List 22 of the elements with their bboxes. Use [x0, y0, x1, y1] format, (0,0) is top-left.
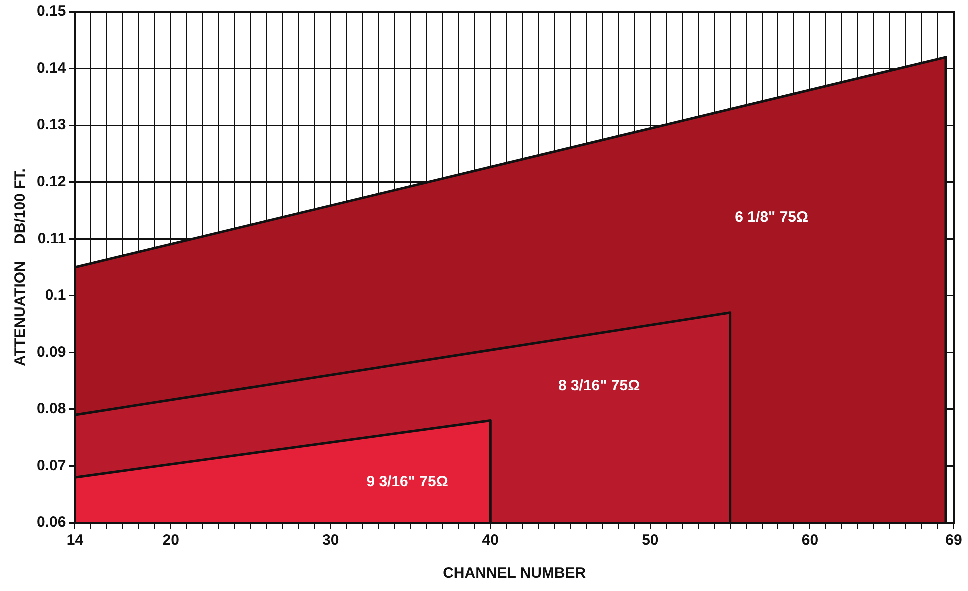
series-label: 8 3/16" 75Ω [558, 378, 640, 395]
y-tick-label: 0.09 [36, 344, 66, 361]
y-tick-label: 0.15 [36, 3, 66, 20]
y-tick-label: 0.12 [36, 173, 66, 190]
y-tick-label: 0.07 [36, 457, 66, 474]
x-tick-label: 60 [802, 532, 819, 550]
y-tick-label: 0.06 [36, 514, 66, 532]
y-tick-label: 0.13 [36, 116, 66, 134]
series-label: 9 3/16" 75Ω [366, 473, 448, 490]
x-tick-label: 40 [482, 532, 499, 550]
x-tick-label: 20 [162, 532, 180, 550]
y-tick-label: 0.11 [38, 230, 66, 248]
y-tick-label: 0.14 [36, 60, 67, 77]
x-tick-label: 30 [322, 532, 340, 550]
series-label: 6 1/8" 75Ω [735, 209, 809, 226]
x-tick-label: 14 [66, 532, 84, 550]
y-tick-label: 0.1 [45, 287, 66, 304]
y-tick-label: 0.08 [36, 400, 66, 418]
x-axis-title: CHANNEL NUMBER [443, 565, 586, 582]
x-tick-label: 50 [642, 532, 659, 550]
y-axis-title: ATTENUATION DB/100 FT. [12, 168, 30, 366]
x-tick-label: 69 [946, 532, 962, 550]
